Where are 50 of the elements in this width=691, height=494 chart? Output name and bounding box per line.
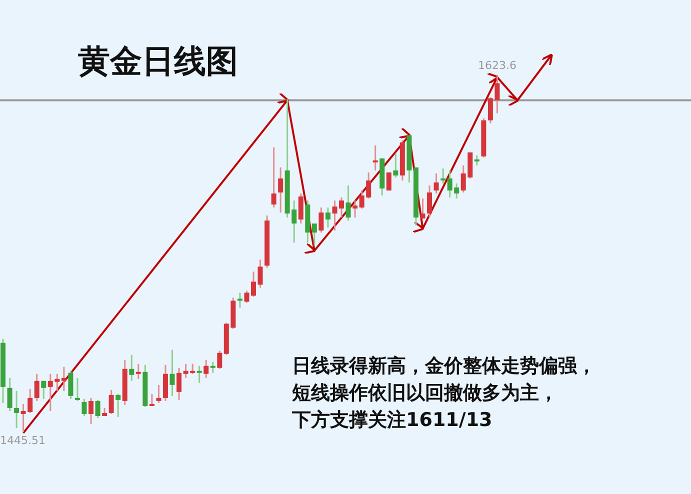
candlestick	[258, 258, 263, 288]
candlestick	[244, 290, 250, 304]
candlestick	[61, 366, 66, 392]
candlestick	[339, 196, 344, 218]
candlestick	[196, 365, 202, 384]
candlestick	[312, 222, 317, 246]
candlestick	[74, 377, 80, 402]
candlestick	[434, 172, 439, 194]
candlestick	[95, 399, 100, 419]
candlestick	[156, 384, 162, 404]
annotation: 短线操作依旧以回撤做多为主，	[291, 382, 558, 404]
candlestick	[352, 200, 358, 218]
candlestick	[420, 198, 426, 220]
candlestick	[34, 373, 40, 402]
candlestick	[332, 200, 338, 232]
candlestick	[170, 349, 175, 397]
candlestick	[372, 144, 378, 172]
candlestick	[271, 146, 276, 208]
candlestick	[318, 206, 324, 234]
candlestick	[237, 292, 242, 308]
candlestick	[386, 172, 392, 192]
candlestick	[116, 393, 121, 418]
candlestick	[7, 377, 12, 412]
candlestick	[176, 367, 182, 401]
candlestick	[88, 397, 94, 425]
candlestick	[474, 154, 480, 166]
candlestick	[204, 359, 209, 379]
candlestick	[346, 184, 351, 222]
candlestick	[325, 206, 330, 228]
candlestick	[68, 370, 74, 400]
candlestick	[298, 192, 304, 224]
annotation: 1445.51	[0, 434, 46, 447]
candlestick	[41, 380, 46, 400]
candlestick	[278, 166, 284, 214]
candlestick	[82, 398, 87, 417]
candlestick	[250, 270, 256, 298]
candlestick	[136, 363, 141, 380]
candlestick	[14, 390, 20, 429]
chart-title: 黄金日线图	[78, 42, 238, 80]
candlestick	[108, 389, 114, 415]
candlestick	[149, 393, 154, 407]
candlestick	[217, 350, 222, 370]
annotation: 1623.6	[478, 59, 516, 72]
candlestick	[210, 361, 216, 374]
candlestick	[129, 354, 134, 382]
candlestick	[427, 184, 432, 218]
candlestick	[440, 168, 446, 184]
annotation: 下方支撑关注1611/13	[291, 409, 492, 431]
candlestick	[393, 152, 398, 178]
annotation: 日线录得新高，金价整体走势偏强，	[292, 355, 596, 377]
